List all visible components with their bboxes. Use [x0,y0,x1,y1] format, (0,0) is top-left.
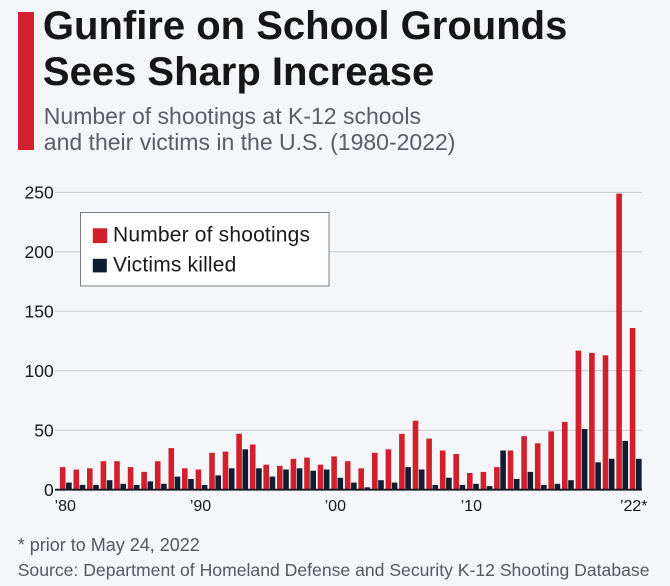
svg-text:200: 200 [24,242,53,262]
svg-text:’22*: ’22* [620,498,648,515]
svg-text:’10: ’10 [461,498,482,515]
svg-text:0: 0 [44,480,54,500]
svg-text:’80: ’80 [55,498,76,515]
svg-text:Victims killed: Victims killed [113,254,237,277]
svg-text:Number of shootings: Number of shootings [113,224,310,247]
svg-text:’90: ’90 [190,498,211,515]
svg-text:’00: ’00 [325,498,346,515]
svg-text:100: 100 [24,361,53,381]
svg-text:50: 50 [34,420,54,440]
svg-text:150: 150 [24,302,53,322]
svg-text:250: 250 [24,183,53,203]
